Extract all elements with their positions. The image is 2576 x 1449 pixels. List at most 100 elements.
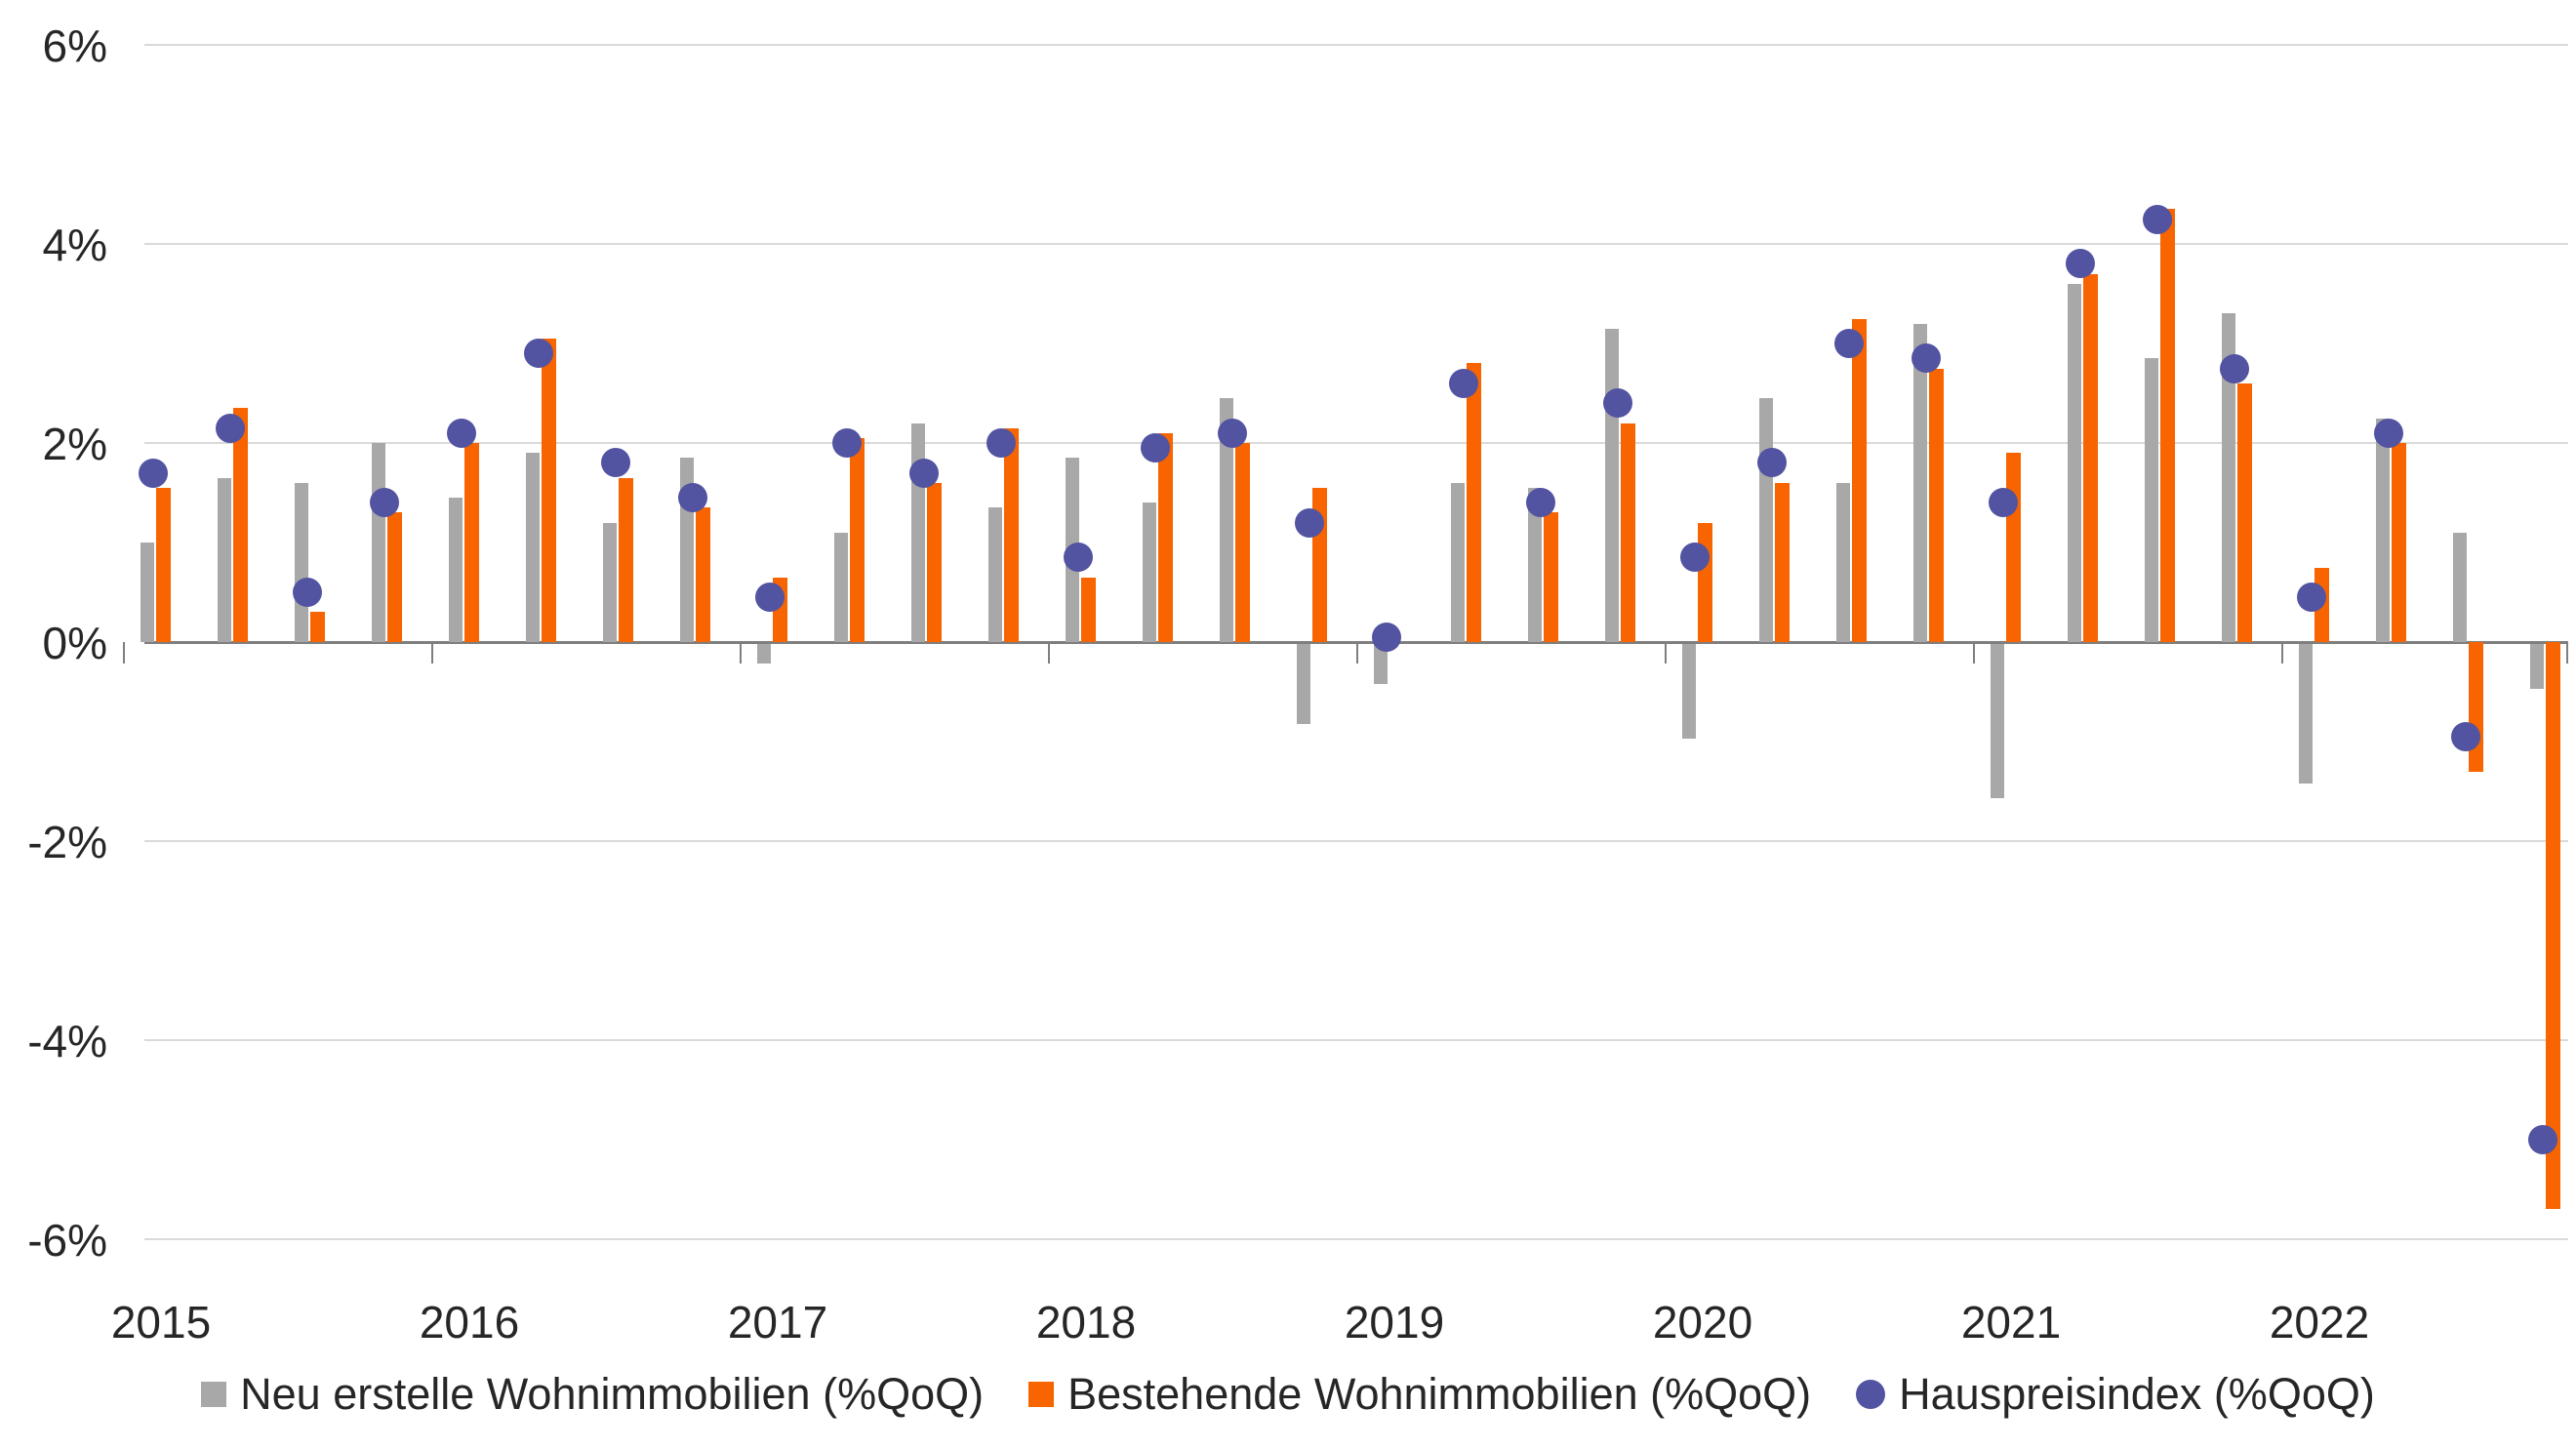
hauspreisindex-dot: [909, 458, 939, 488]
bar-neu-erstelle-wohnimmobilien: [1297, 644, 1310, 724]
hauspreisindex-dot: [2297, 583, 2326, 613]
y-gridline: [144, 1238, 2568, 1240]
hauspreisindex-dot: [1449, 368, 1478, 398]
y-gridline: [144, 840, 2568, 842]
bar-neu-erstelle-wohnimmobilien: [218, 477, 231, 642]
hauspreisindex-dot: [1834, 329, 1864, 358]
bar-neu-erstelle-wohnimmobilien: [1836, 482, 1850, 642]
bar-bestehende-wohnimmobilien: [233, 408, 248, 642]
bar-bestehende-wohnimmobilien: [387, 512, 402, 642]
bar-bestehende-wohnimmobilien: [1621, 423, 1635, 642]
x-axis-year-label: 2021: [1960, 1297, 2062, 1348]
bar-bestehende-wohnimmobilien: [2392, 443, 2406, 642]
bar-neu-erstelle-wohnimmobilien: [1220, 398, 1233, 642]
hauspreisindex-dot: [216, 413, 245, 443]
year-boundary-tick: [739, 642, 742, 664]
hauspreisindex-dot: [986, 428, 1016, 458]
bar-bestehende-wohnimmobilien: [542, 338, 556, 642]
legend-label: Neu erstelle Wohnimmobilien (%QoQ): [240, 1369, 985, 1419]
hauspreisindex-dot: [2220, 353, 2249, 383]
bar-neu-erstelle-wohnimmobilien: [1759, 398, 1773, 642]
legend-item: Hauspreisindex (%QoQ): [1856, 1372, 2375, 1416]
bar-bestehende-wohnimmobilien: [464, 443, 479, 642]
bar-neu-erstelle-wohnimmobilien: [372, 443, 385, 642]
y-gridline: [144, 1039, 2568, 1041]
hauspreisindex-dot: [2066, 249, 2095, 279]
bar-neu-erstelle-wohnimmobilien: [757, 644, 771, 664]
hauspreisindex-dot: [1295, 507, 1324, 538]
bar-bestehende-wohnimmobilien: [1544, 512, 1558, 642]
y-axis-tick-label: 0%: [42, 618, 107, 668]
year-boundary-tick: [1664, 642, 1667, 664]
bar-bestehende-wohnimmobilien: [2237, 382, 2252, 642]
hauspreisindex-dot: [370, 488, 399, 518]
legend-label: Bestehende Wohnimmobilien (%QoQ): [1067, 1369, 1812, 1419]
y-axis-tick-label: -6%: [27, 1215, 107, 1266]
hauspreisindex-dot: [755, 583, 785, 613]
bar-neu-erstelle-wohnimmobilien: [1913, 323, 1927, 642]
bar-bestehende-wohnimmobilien: [2006, 453, 2021, 642]
legend-item: Bestehende Wohnimmobilien (%QoQ): [1028, 1372, 1811, 1416]
bar-neu-erstelle-wohnimmobilien: [834, 532, 848, 642]
bar-bestehende-wohnimmobilien: [927, 482, 942, 642]
bar-neu-erstelle-wohnimmobilien: [1682, 644, 1696, 739]
bar-bestehende-wohnimmobilien: [1852, 318, 1867, 642]
x-axis-year-label: 2015: [110, 1297, 212, 1348]
x-axis-year-label: 2017: [727, 1297, 828, 1348]
x-axis-year-label: 2018: [1035, 1297, 1137, 1348]
y-gridline: [144, 44, 2568, 46]
bar-bestehende-wohnimmobilien: [1158, 432, 1173, 642]
y-axis-tick-label: -4%: [27, 1016, 107, 1067]
hauspreisindex-dot: [2374, 418, 2403, 448]
bar-bestehende-wohnimmobilien: [1698, 522, 1712, 642]
bar-bestehende-wohnimmobilien: [2469, 642, 2483, 772]
legend: Neu erstelle Wohnimmobilien (%QoQ) Besteh…: [0, 1372, 2576, 1416]
bar-neu-erstelle-wohnimmobilien: [141, 543, 154, 642]
bar-neu-erstelle-wohnimmobilien: [2145, 358, 2158, 642]
y-axis-tick-label: 2%: [42, 419, 107, 469]
bar-neu-erstelle-wohnimmobilien: [1143, 503, 1156, 642]
bar-neu-erstelle-wohnimmobilien: [449, 498, 463, 642]
bar-neu-erstelle-wohnimmobilien: [2453, 532, 2467, 642]
bar-neu-erstelle-wohnimmobilien: [295, 482, 308, 642]
y-gridline: [144, 243, 2568, 245]
year-boundary-tick: [1047, 642, 1050, 664]
bar-neu-erstelle-wohnimmobilien: [988, 507, 1002, 642]
bar-neu-erstelle-wohnimmobilien: [526, 453, 540, 642]
bar-neu-erstelle-wohnimmobilien: [1528, 487, 1542, 642]
bar-bestehende-wohnimmobilien: [1235, 443, 1250, 642]
bar-bestehende-wohnimmobilien: [1081, 577, 1096, 642]
hauspreisindex-dot: [1603, 388, 1632, 419]
bar-bestehende-wohnimmobilien: [1775, 482, 1790, 642]
hauspreisindex-dot: [1912, 343, 1941, 374]
y-axis-tick-label: 6%: [42, 20, 107, 71]
bar-neu-erstelle-wohnimmobilien: [2299, 644, 2313, 784]
hauspreisindex-dot: [1526, 488, 1555, 518]
bar-bestehende-wohnimmobilien: [1929, 368, 1944, 642]
hauspreisindex-dot: [139, 458, 168, 488]
bar-bestehende-wohnimmobilien: [696, 507, 710, 642]
hauspreisindex-dot: [1372, 622, 1401, 652]
hauspreisindex-dot: [678, 483, 707, 513]
bar-bestehende-wohnimmobilien: [2546, 642, 2560, 1210]
hauspreisindex-dot: [1141, 433, 1170, 463]
bar-neu-erstelle-wohnimmobilien: [911, 423, 925, 642]
x-axis-year-label: 2022: [2269, 1297, 2370, 1348]
bar-bestehende-wohnimmobilien: [1467, 363, 1481, 642]
hauspreisindex-dot: [2143, 204, 2172, 234]
bar-neu-erstelle-wohnimmobilien: [1991, 644, 2004, 799]
bar-neu-erstelle-wohnimmobilien: [1605, 328, 1619, 642]
year-boundary-tick: [430, 642, 433, 664]
hauspreisindex-dot: [524, 339, 553, 369]
hauspreisindex-dot: [1064, 543, 1093, 573]
year-boundary-tick: [1972, 642, 1975, 664]
hauspreisindex-dot: [447, 418, 476, 448]
bar-bestehende-wohnimmobilien: [2160, 209, 2175, 642]
bar-bestehende-wohnimmobilien: [1004, 427, 1019, 642]
year-boundary-tick: [1355, 642, 1358, 664]
x-axis-year-label: 2016: [419, 1297, 520, 1348]
hauspreisindex-dot: [601, 448, 630, 478]
y-axis-tick-label: -2%: [27, 817, 107, 867]
bar-neu-erstelle-wohnimmobilien: [2376, 418, 2390, 642]
